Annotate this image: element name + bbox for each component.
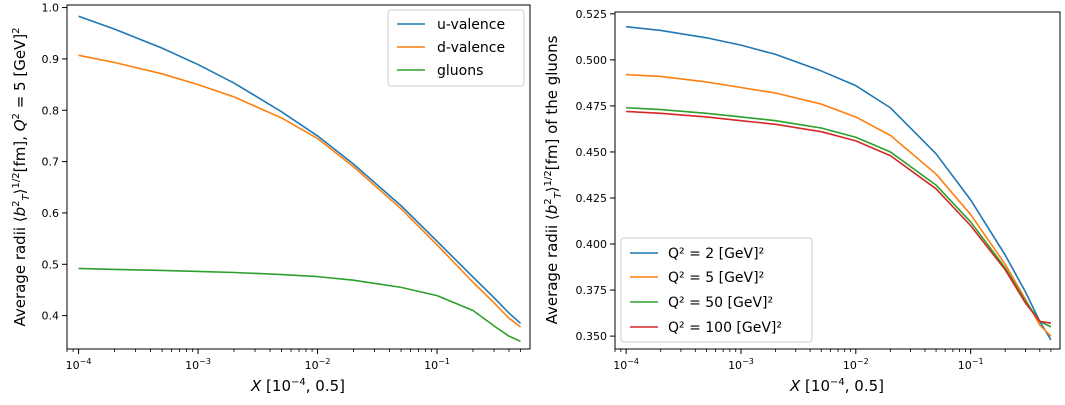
x-tick-label: 10−4 xyxy=(66,357,92,372)
y-tick-label: 0.500 xyxy=(576,54,608,67)
x-tick-label: 10−1 xyxy=(424,357,450,372)
left-x-axis-label: X [10−4, 0.5] xyxy=(250,377,345,395)
left-x-ticks: 10−4 10−3 10−2 10−1 xyxy=(66,349,521,372)
series-line-q-2-gev xyxy=(626,25,1052,341)
y-tick-label: 0.350 xyxy=(576,330,608,343)
right-series-lines xyxy=(626,25,1052,341)
x-tick-label: 10−3 xyxy=(728,357,754,372)
y-tick-label: 0.6 xyxy=(42,207,60,220)
y-tick-label: 0.5 xyxy=(42,258,60,271)
y-tick-label: 0.8 xyxy=(42,104,60,117)
legend-label-q2-5: Q² = 5 [GeV]² xyxy=(668,270,764,286)
left-chart: 10−4 10−3 10−2 10−1 0.4 0.5 0.6 0.7 0.8 0.9 1.0 X… xyxy=(11,2,531,395)
y-tick-label: 0.7 xyxy=(42,156,60,169)
series-line-u-valence xyxy=(78,15,522,324)
series-line-q-50-gev xyxy=(626,106,1052,328)
legend-label-gluons: gluons xyxy=(437,63,483,79)
left-legend-box xyxy=(387,9,525,87)
right-legend-box xyxy=(620,237,813,343)
x-tick-label: 10−3 xyxy=(185,357,211,372)
right-x-ticks: 10−4 10−3 10−2 10−1 xyxy=(613,349,1052,372)
x-tick-label: 10−1 xyxy=(958,357,984,372)
legend-label-q2-2: Q² = 2 [GeV]² xyxy=(668,246,764,262)
y-tick-label: 0.400 xyxy=(576,238,608,251)
series-line-q-100-gev xyxy=(626,110,1052,325)
y-tick-label: 0.475 xyxy=(576,100,608,113)
x-tick-label: 10−4 xyxy=(613,357,639,372)
right-chart: 10−4 10−3 10−2 10−1 0.350 0.375 0.400 0.425 0.4… xyxy=(543,8,1061,395)
right-y-axis-label: Average radii ⟨b2T⟩1/2[fm] of the gluons xyxy=(543,35,564,324)
left-series-lines xyxy=(78,15,522,343)
series-line-q-5-gev xyxy=(626,73,1052,337)
left-legend: u-valence d-valence gluons xyxy=(387,9,525,87)
legend-label-q2-100: Q² = 100 [GeV]² xyxy=(668,320,782,336)
left-y-ticks: 0.4 0.5 0.6 0.7 0.8 0.9 1.0 xyxy=(42,2,67,323)
left-y-axis-label: Average radii ⟨b2T⟩1/2[fm], Q2 = 5 [GeV]… xyxy=(11,27,32,326)
y-tick-label: 0.425 xyxy=(576,192,608,205)
right-y-ticks: 0.350 0.375 0.400 0.425 0.450 0.475 0.500 0.525 xyxy=(576,8,615,343)
y-tick-label: 0.375 xyxy=(576,284,608,297)
x-tick-label: 10−2 xyxy=(305,357,331,372)
right-legend: Q² = 2 [GeV]² Q² = 5 [GeV]² Q² = 50 [GeV… xyxy=(620,237,813,343)
right-x-axis-label: X [10−4, 0.5] xyxy=(789,377,884,395)
y-tick-label: 0.9 xyxy=(42,53,60,66)
series-line-d-valence xyxy=(78,54,522,328)
series-line-gluons xyxy=(78,267,521,343)
x-tick-label: 10−2 xyxy=(843,357,869,372)
y-tick-label: 0.4 xyxy=(42,310,60,323)
y-tick-label: 1.0 xyxy=(42,2,60,15)
y-tick-label: 0.450 xyxy=(576,146,608,159)
legend-label-d-valence: d-valence xyxy=(437,40,505,56)
legend-label-q2-50: Q² = 50 [GeV]² xyxy=(668,295,773,311)
legend-label-u-valence: u-valence xyxy=(437,17,505,33)
y-tick-label: 0.525 xyxy=(576,8,608,21)
